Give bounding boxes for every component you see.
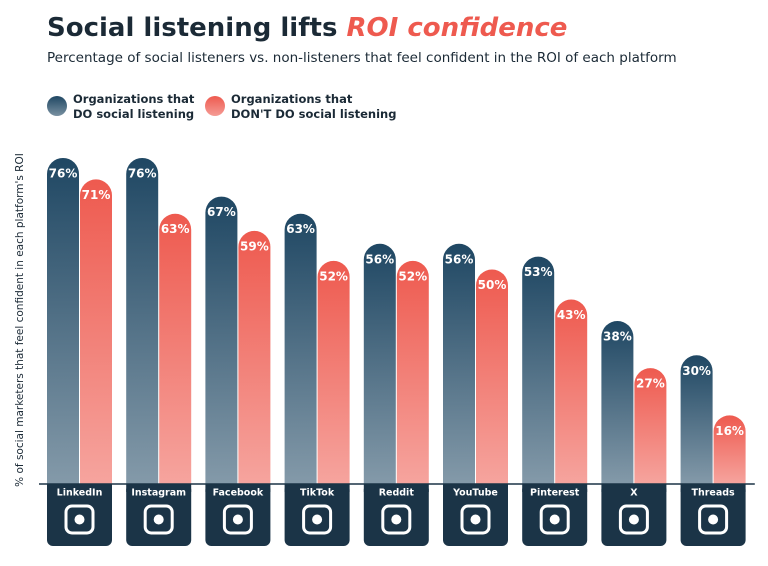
platform-icon-dot <box>391 514 402 525</box>
value-label: 71% <box>82 188 111 202</box>
x-tick-label: YouTube <box>452 488 498 499</box>
bar <box>713 415 746 484</box>
category-box-top <box>601 484 667 492</box>
y-axis-label: % of social marketers that feel confiden… <box>14 153 26 487</box>
value-label: 67% <box>207 205 236 219</box>
value-label: 38% <box>603 329 632 343</box>
category-box-top <box>522 484 588 492</box>
bar <box>476 269 508 484</box>
legend-item: Organizations that DO social listening <box>47 92 194 122</box>
bar <box>317 260 350 484</box>
title-highlight: ROI confidence <box>346 13 567 43</box>
x-tick-label: Threads <box>691 488 735 499</box>
x-tick-label: Facebook <box>213 488 264 499</box>
bar <box>680 355 713 484</box>
value-label: 53% <box>524 265 553 279</box>
bar <box>555 299 588 484</box>
bar <box>238 230 271 484</box>
value-label: 76% <box>49 166 78 180</box>
x-tick-label: X <box>630 488 638 499</box>
platform-icon <box>618 504 649 535</box>
value-label: 43% <box>557 308 586 322</box>
platform-icon <box>64 504 95 535</box>
bar <box>443 243 475 484</box>
platform-icon-dot <box>708 514 719 525</box>
category-box-top <box>126 484 192 492</box>
value-label: 56% <box>365 252 394 266</box>
legend-label: Organizations that DO social listening <box>73 92 195 121</box>
platform-icon-dot <box>232 514 243 525</box>
platform-icon-dot <box>628 514 639 525</box>
bar <box>284 213 317 485</box>
legend-label: Organizations that DON'T DO social liste… <box>231 92 397 121</box>
category-box-top <box>443 484 508 492</box>
value-label: 63% <box>286 222 315 236</box>
bar <box>522 256 555 484</box>
x-tick-label: Pinterest <box>530 488 580 499</box>
value-label: 30% <box>682 364 711 378</box>
category-box-top <box>205 484 271 492</box>
legend-item: Organizations that DON'T DO social liste… <box>205 92 396 122</box>
value-label: 56% <box>445 252 474 266</box>
platform-icon <box>302 504 333 535</box>
platform-icon-dot <box>74 514 85 525</box>
platform-icon <box>460 504 491 535</box>
bar <box>396 260 429 484</box>
bar <box>159 213 192 485</box>
legend-swatch <box>205 96 225 116</box>
platform-icon <box>143 504 174 535</box>
bar <box>205 196 238 484</box>
platform-icon-dot <box>470 514 481 525</box>
value-label: 50% <box>478 278 507 292</box>
bar <box>634 368 667 484</box>
x-tick-label: Instagram <box>131 488 186 499</box>
x-tick-label: LinkedIn <box>57 488 103 499</box>
category-box-top <box>680 484 746 492</box>
bar <box>601 320 634 484</box>
value-label: 52% <box>319 269 348 283</box>
category-box-top <box>284 484 350 492</box>
platform-icon-dot <box>153 514 164 525</box>
title-main: Social listening lifts <box>47 13 337 43</box>
x-tick-label: TikTok <box>300 488 335 499</box>
category-box-top <box>47 484 112 492</box>
platform-icon <box>381 504 412 535</box>
platform-icon-dot <box>549 514 560 525</box>
bar <box>363 243 396 484</box>
platform-icon-dot <box>312 514 323 525</box>
value-label: 76% <box>128 166 157 180</box>
bar <box>80 179 112 484</box>
value-label: 52% <box>398 269 427 283</box>
category-box-top <box>363 484 429 492</box>
bar <box>47 157 79 484</box>
value-label: 27% <box>636 377 665 391</box>
platform-icon <box>539 504 570 535</box>
platform-icon <box>698 504 729 535</box>
platform-icon <box>222 504 253 535</box>
chart-title: Social listening lifts ROI confidence <box>47 13 567 43</box>
legend-swatch <box>47 96 67 116</box>
value-label: 16% <box>715 424 744 438</box>
x-tick-label: Reddit <box>379 488 415 499</box>
bar <box>126 157 159 484</box>
value-label: 63% <box>161 222 190 236</box>
value-label: 59% <box>240 239 269 253</box>
subtitle: Percentage of social listeners vs. non-l… <box>47 50 677 66</box>
